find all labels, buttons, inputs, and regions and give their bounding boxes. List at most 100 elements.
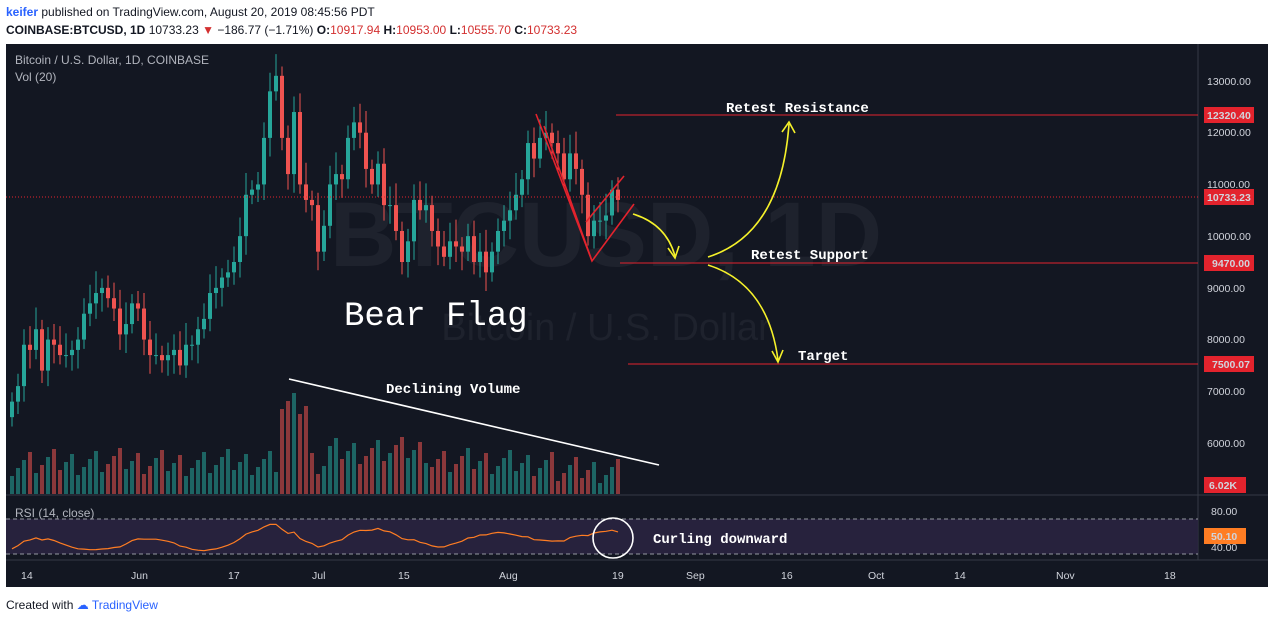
volume-bar [478,461,482,494]
candle-body [400,230,404,262]
candle-body [514,194,518,211]
time-label: 14 [21,570,33,582]
candle-body [310,199,314,206]
candle-body [406,241,410,262]
candle-body [574,153,578,169]
candle-body [424,205,428,211]
candle-body [550,132,554,144]
price-change: −186.77 (−1.71%) [217,23,314,37]
volume-bar [196,460,200,494]
candle-body [592,220,596,237]
candle-body [448,241,452,257]
volume-bar [586,470,590,494]
flag-upper-line [585,175,625,223]
candle-body [256,184,260,190]
volume-bar [124,469,128,494]
volume-bar [34,473,38,494]
volume-bar [310,453,314,494]
candle-body [28,344,32,350]
volume-bar [280,409,284,494]
volume-bar [22,460,26,494]
candle-body [148,339,152,356]
high-value: 10953.00 [396,23,447,37]
candle-body [244,194,248,237]
volume-bar [514,471,518,494]
volume-bar [442,451,446,494]
candle-body [238,236,242,262]
candle-body [214,287,218,294]
candle-body [268,91,272,138]
candle-body [112,298,116,309]
volume-bar [610,467,614,494]
volume-bar [538,468,542,494]
volume-bar [472,469,476,494]
volume-bar [64,462,68,494]
time-label: 16 [781,570,793,582]
volume-bars [10,393,620,494]
down-curve-arrow [632,213,676,257]
volume-bar [526,455,530,494]
chart-canvas[interactable]: BTCUSD, 1D Bitcoin / U.S. Dollar RSI (14… [6,44,1268,587]
declining-volume-label: Declining Volume [386,382,520,398]
target-curve-arrowhead [771,349,784,364]
candle-body [508,210,512,221]
time-label: 15 [398,570,410,582]
candle-body [286,137,290,175]
low-value: 10555.70 [460,23,511,37]
candle-body [364,132,368,169]
up-curve-arrowhead [781,120,796,134]
candle-body [94,293,98,304]
volume-bar [112,456,116,494]
tradingview-link[interactable]: TradingView [91,598,158,612]
chart-legend-title: Bitcoin / U.S. Dollar, 1D, COINBASE [15,53,209,67]
volume-bar [184,476,188,494]
support-price-tag-text: 9470.00 [1212,258,1250,270]
volume-bar [16,468,20,494]
price-tick: 9000.00 [1207,283,1245,295]
volume-bar [568,465,572,494]
volume-bar [46,457,50,494]
candle-body [262,137,266,185]
volume-bar [292,393,296,494]
volume-bar [574,457,578,494]
volume-bar [484,453,488,494]
volume-bar [616,459,620,494]
candle-body [466,236,470,252]
volume-bar [604,475,608,494]
candle-body [556,143,560,154]
volume-bar [94,451,98,494]
volume-bar [430,467,434,494]
header-bar: keifer published on TradingView.com, Aug… [0,0,1274,44]
flag-lower-line [543,125,593,262]
volume-bar [580,478,584,494]
volume-bar [352,443,356,494]
volume-bar [220,457,224,494]
price-tick: 7000.00 [1207,386,1245,398]
volume-bar [130,461,134,494]
declining-volume-line [288,378,660,466]
volume-bar [70,454,74,494]
candle-body [166,355,170,361]
tradingview-logo-icon: ☁ [76,598,89,612]
candle-body [490,251,494,273]
candle-body [52,339,56,345]
candle-body [64,355,68,357]
candle-body [580,168,584,195]
volume-bar [376,440,380,494]
last-price-tag-text: 10733.23 [1207,192,1251,204]
volume-bar [364,456,368,494]
resistance-price-tag [1204,107,1254,123]
author-link[interactable]: keifer [6,5,39,19]
candle-body [82,313,86,340]
rsi-tag-text: 50.10 [1211,531,1237,543]
volume-bar [388,453,392,494]
candle-body [106,287,110,299]
time-label: Jun [131,570,148,582]
volume-bar [394,445,398,494]
time-label: Nov [1056,570,1075,582]
volume-bar [88,459,92,494]
chart-panel[interactable]: BTCUSD, 1D Bitcoin / U.S. Dollar RSI (14… [6,44,1268,587]
candle-body [616,189,620,200]
candle-body [598,220,602,222]
rsi-tag [1204,528,1246,544]
